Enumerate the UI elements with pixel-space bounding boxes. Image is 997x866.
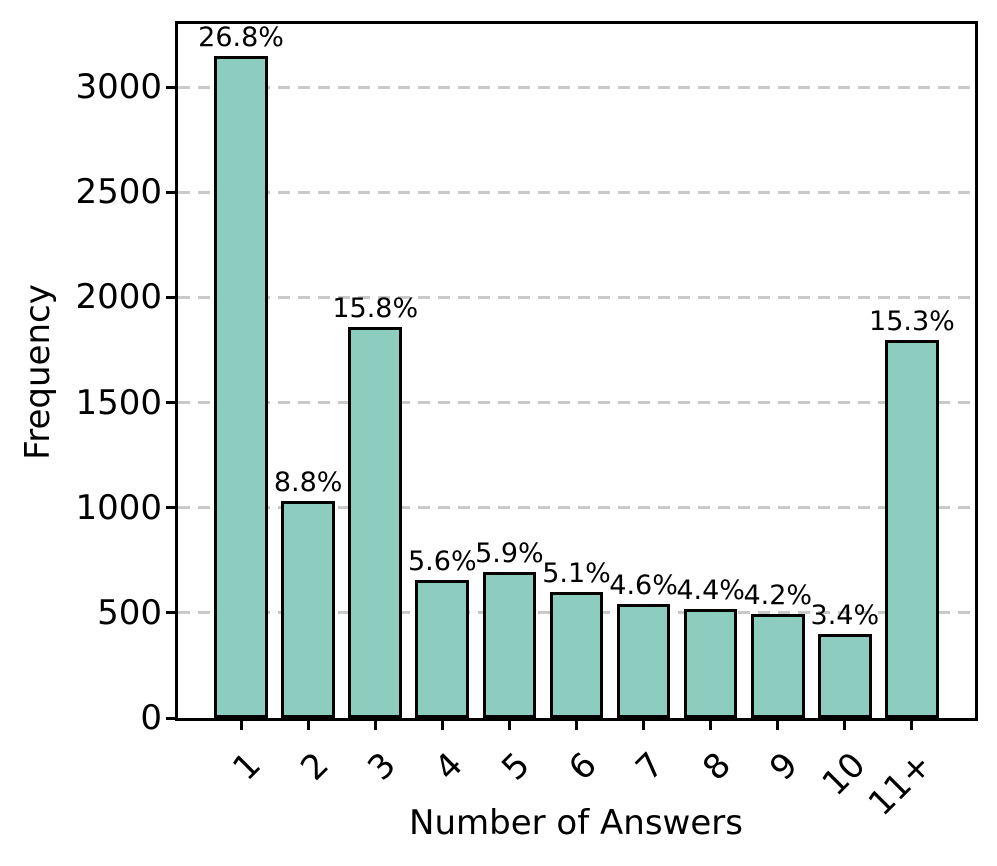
y-tick: [166, 611, 178, 615]
x-tick: [373, 718, 377, 730]
y-tick: [166, 295, 178, 299]
bar: [214, 55, 268, 718]
x-tick: [843, 718, 847, 730]
bar: [750, 614, 805, 718]
x-tick: [776, 718, 780, 730]
y-tick: [166, 401, 178, 405]
bar-value-label: 3.4%: [810, 599, 880, 631]
y-tick: [166, 716, 178, 720]
bar-value-label: 15.3%: [869, 305, 955, 337]
x-tick: [507, 718, 511, 730]
plot-area: 26.8% 8.8% 15.8% 5.6% 5.9% 5.1% 4.6% 4.4% 4.2% 3.…: [175, 21, 978, 721]
y-tick: [166, 85, 178, 89]
x-tick: [306, 718, 310, 730]
x-axis-title: Number of Answers: [409, 803, 743, 843]
bar-value-label: 4.6%: [609, 570, 678, 602]
bar-value-label: 15.8%: [332, 293, 419, 325]
bar: [818, 633, 872, 718]
y-gridline: [178, 295, 975, 299]
bar: [348, 327, 403, 718]
x-tick-label: 1: [225, 744, 270, 789]
y-gridline: [178, 85, 975, 89]
y-tick-label: 1000: [75, 487, 162, 528]
y-tick: [166, 506, 178, 510]
x-tick-label: 6: [561, 744, 605, 789]
bar-value-label: 8.8%: [273, 466, 343, 498]
bar: [549, 592, 604, 718]
y-tick-label: 2500: [75, 172, 162, 213]
y-tick-label: 3000: [75, 67, 162, 108]
bar: [482, 572, 537, 718]
x-tick-label: 7: [628, 744, 672, 789]
x-tick-label: 5: [493, 744, 538, 789]
y-gridline: [178, 506, 975, 510]
y-tick-label: 500: [97, 592, 162, 633]
bar-value-label: 5.1%: [542, 558, 611, 590]
x-tick-label: 2: [292, 744, 337, 789]
y-gridline: [178, 401, 975, 405]
y-gridline: [178, 190, 975, 194]
bar-value-label: 5.6%: [408, 545, 477, 577]
x-tick-label: 11+: [861, 744, 941, 824]
x-tick-label: 3: [359, 744, 404, 789]
y-tick-label: 1500: [75, 382, 162, 423]
x-tick: [709, 718, 713, 730]
bar-value-label: 4.2%: [743, 580, 813, 612]
bar: [281, 500, 335, 718]
bar: [415, 579, 470, 718]
bar-value-label: 26.8%: [198, 21, 284, 53]
x-tick-label: 9: [762, 744, 806, 789]
x-tick-label: 4: [426, 744, 471, 789]
x-tick-label: 8: [695, 744, 739, 789]
x-tick: [575, 718, 578, 730]
y-tick: [166, 190, 178, 194]
plot-inner: 26.8% 8.8% 15.8% 5.6% 5.9% 5.1% 4.6% 4.4% 4.2% 3.…: [178, 21, 975, 718]
x-tick: [642, 718, 646, 730]
bar: [885, 339, 939, 718]
bar: [616, 604, 671, 718]
x-tick: [910, 718, 914, 730]
bar-value-label: 4.4%: [676, 575, 745, 607]
x-tick: [440, 718, 444, 730]
y-tick-label: 0: [140, 698, 162, 738]
x-tick: [239, 718, 243, 730]
y-tick-label: 2000: [75, 277, 162, 318]
bar-value-label: 5.9%: [475, 538, 544, 570]
bar: [683, 609, 738, 718]
